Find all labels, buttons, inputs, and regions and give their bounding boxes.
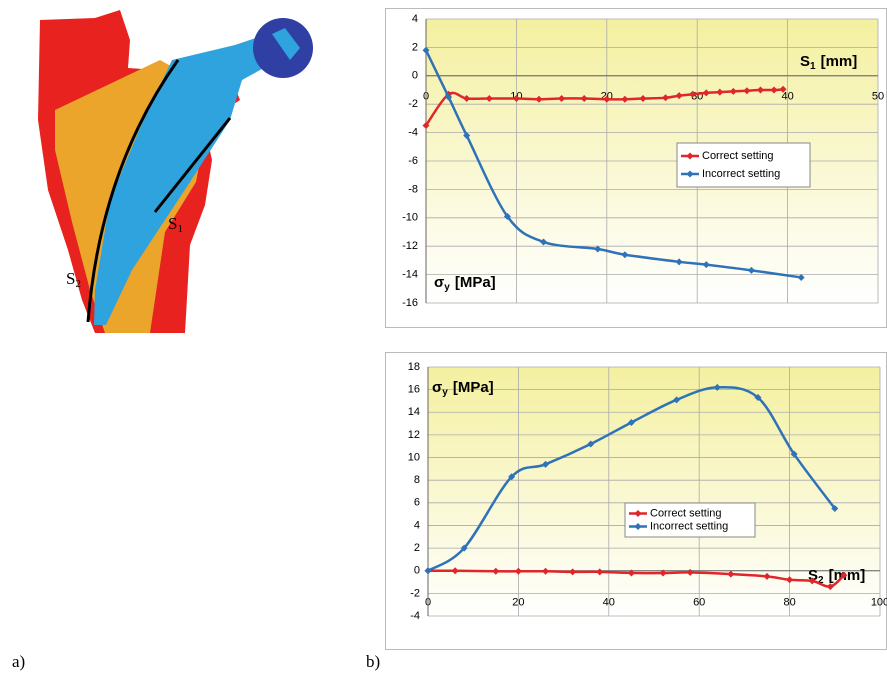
- y-tick-label: 4: [412, 13, 418, 25]
- legend-label: Incorrect setting: [650, 520, 728, 532]
- chart: 181614121086420-2-4020406080100S2[mm]σy[…: [386, 353, 887, 650]
- axis-title: S1 [mm]: [800, 53, 857, 72]
- label-base: S: [800, 53, 810, 70]
- label-unit: [MPa]: [455, 274, 496, 291]
- y-tick-label: -10: [402, 212, 418, 224]
- legend-label: Correct setting: [650, 507, 722, 519]
- x-tick-label: 80: [783, 597, 795, 609]
- label-base: σ: [432, 379, 442, 396]
- y-tick-label: -2: [408, 98, 418, 110]
- x-tick-label: 100: [871, 597, 887, 609]
- y-tick-label: -4: [410, 610, 420, 622]
- axis-title: σy [MPa]: [434, 274, 496, 293]
- y-tick-label: 4: [414, 519, 420, 531]
- y-tick-label: 0: [414, 565, 420, 577]
- y-tick-label: 6: [414, 497, 420, 509]
- y-tick-label: 18: [408, 361, 420, 373]
- label-sub: 1: [177, 223, 183, 235]
- y-tick-label: -12: [402, 240, 418, 252]
- axis-title: σy [MPa]: [432, 379, 494, 398]
- femur-illustration: S1 S2: [38, 10, 313, 333]
- legend-label: Incorrect setting: [702, 168, 780, 180]
- label-base: S: [66, 269, 75, 288]
- x-tick-label: 40: [603, 597, 615, 609]
- y-tick-label: -14: [402, 269, 418, 281]
- chart: 420-2-4-6-8-10-12-14-1601020304050S1[mm]…: [386, 9, 887, 328]
- y-tick-label: 12: [408, 429, 420, 441]
- y-tick-label: 8: [414, 474, 420, 486]
- label-base: S: [168, 214, 177, 233]
- y-tick-label: 14: [408, 406, 420, 418]
- y-tick-label: 0: [412, 70, 418, 82]
- label-unit: [MPa]: [453, 379, 494, 396]
- y-tick-label: -2: [410, 587, 420, 599]
- y-tick-label: 2: [412, 41, 418, 53]
- label-sub: y: [442, 387, 448, 398]
- y-tick-label: -4: [408, 127, 418, 139]
- y-tick-label: 16: [408, 384, 420, 396]
- y-tick-label: -6: [408, 155, 418, 167]
- label-base: σ: [434, 274, 444, 291]
- x-tick-label: 60: [693, 597, 705, 609]
- label-sub: 1: [810, 61, 816, 72]
- legend-label: Correct setting: [702, 150, 774, 162]
- panel-label: b): [366, 652, 380, 671]
- x-tick-label: 20: [512, 597, 524, 609]
- label-unit: [mm]: [821, 53, 858, 70]
- y-tick-label: -16: [402, 297, 418, 309]
- panel-label: a): [12, 652, 25, 671]
- y-tick-label: 2: [414, 542, 420, 554]
- y-tick-label: 10: [408, 451, 420, 463]
- y-tick-label: -8: [408, 183, 418, 195]
- label-sub: 2: [75, 278, 81, 290]
- x-tick-label: 50: [872, 91, 884, 103]
- label-sub: y: [444, 282, 450, 293]
